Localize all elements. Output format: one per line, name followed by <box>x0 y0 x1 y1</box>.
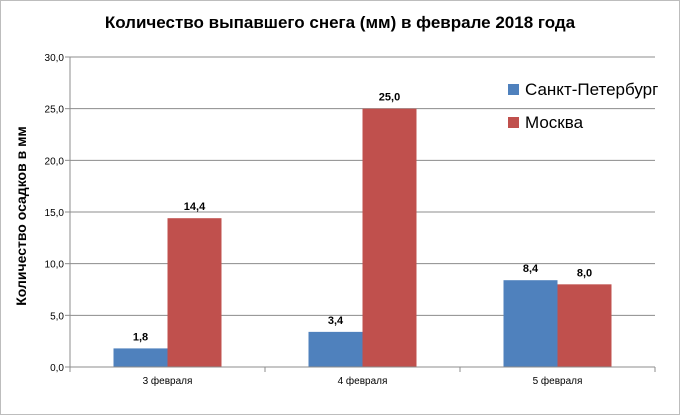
y-tick-label: 10,0 <box>45 260 65 271</box>
axes <box>69 57 656 372</box>
y-tick-label: 5,0 <box>50 311 64 322</box>
data-label: 8,0 <box>577 267 592 279</box>
data-label: 8,4 <box>523 263 539 275</box>
legend: Санкт-Петербург Москва <box>508 80 658 132</box>
x-tick-label: 3 февраля <box>143 375 193 387</box>
bar <box>167 218 222 367</box>
data-label: 25,0 <box>379 92 400 104</box>
x-tick-label: 5 февраля <box>533 375 583 387</box>
legend-swatch <box>508 84 519 95</box>
data-label: 3,4 <box>328 315 344 327</box>
y-tick-label: 25,0 <box>45 105 65 116</box>
data-label: 1,8 <box>133 331 148 343</box>
bar <box>503 280 558 367</box>
legend-label: Санкт-Петербург <box>525 80 658 99</box>
y-tick-label: 15,0 <box>45 208 65 219</box>
data-label: 14,4 <box>184 201 206 213</box>
y-tick-label: 0,0 <box>50 363 64 374</box>
bar <box>113 348 168 367</box>
y-tick-label: 30,0 <box>45 53 65 64</box>
x-tick-label: 4 февраля <box>338 375 388 387</box>
y-tick-label: 20,0 <box>45 156 65 167</box>
bar <box>362 108 417 368</box>
y-axis-label: Количество осадков в мм <box>13 126 29 306</box>
legend-label: Москва <box>525 113 584 132</box>
bar <box>308 331 363 367</box>
legend-swatch <box>508 117 519 128</box>
bar <box>557 284 612 367</box>
bars <box>113 108 612 368</box>
chart-title: Количество выпавшего снега (мм) в феврал… <box>105 13 576 32</box>
x-tick-labels: 3 февраля 4 февраля 5 февраля <box>143 375 583 387</box>
y-tick-labels: 0,0 5,0 10,0 15,0 20,0 25,0 30,0 <box>45 53 65 374</box>
data-labels: 1,8 14,4 3,4 25,0 8,4 8,0 <box>133 92 592 344</box>
